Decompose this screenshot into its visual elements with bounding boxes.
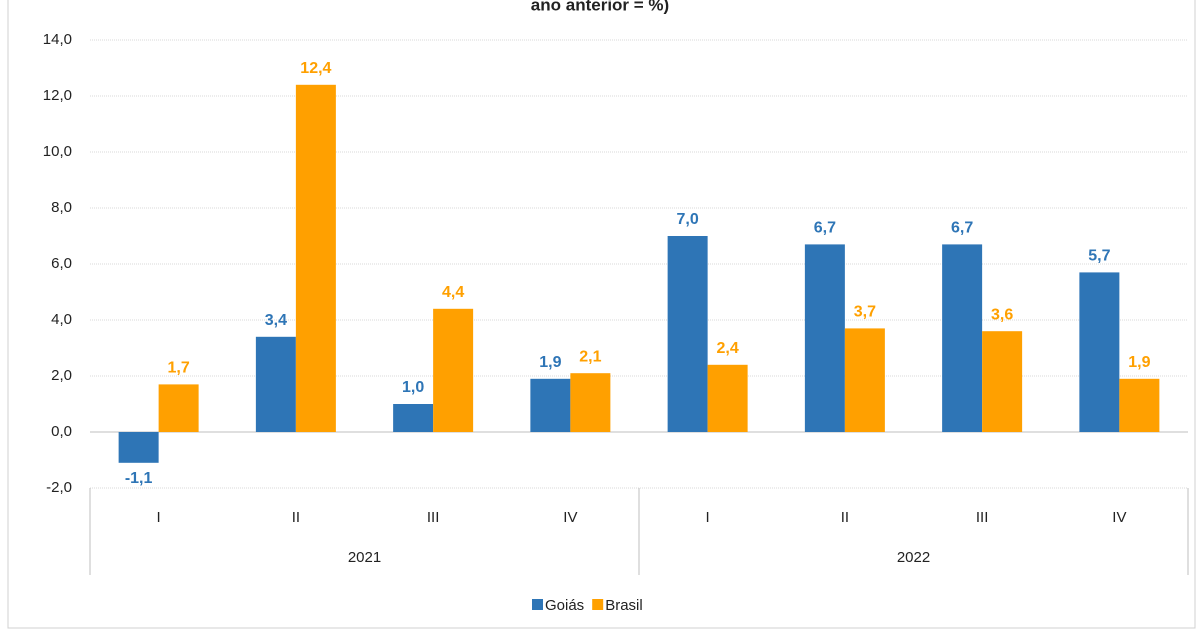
x-tick-label: I (157, 509, 161, 526)
x-tick-label: II (292, 509, 300, 526)
bar (393, 404, 434, 432)
chart-title: ano anterior = %) (531, 0, 669, 14)
y-tick-label: -2,0 (46, 479, 72, 496)
bar (118, 432, 159, 463)
value-label: 7,0 (677, 211, 699, 228)
x-tick-label: IV (1112, 509, 1126, 526)
bar (804, 244, 845, 432)
value-label: 6,7 (951, 220, 973, 237)
bar (255, 336, 296, 432)
y-tick-label: 0,0 (51, 423, 72, 440)
value-label: 3,6 (991, 306, 1013, 323)
y-tick-label: 2,0 (51, 367, 72, 384)
value-label: 12,4 (300, 60, 331, 77)
bar (570, 373, 611, 432)
bar (844, 328, 885, 432)
bar (942, 244, 983, 432)
legend-swatch (592, 599, 604, 610)
bar (667, 236, 708, 432)
x-tick-label: IV (563, 509, 577, 526)
bar (158, 384, 199, 432)
y-tick-label: 4,0 (51, 311, 72, 328)
y-tick-label: 12,0 (43, 87, 72, 104)
bar (707, 364, 748, 432)
value-label: 6,7 (814, 220, 836, 237)
value-label: 4,4 (442, 284, 464, 301)
value-label: 1,9 (1128, 354, 1150, 371)
x-tick-label: II (841, 509, 849, 526)
group-label: 2021 (348, 549, 381, 566)
value-label: 3,4 (265, 312, 287, 329)
x-tick-label: III (976, 509, 989, 526)
bar (1119, 378, 1160, 432)
value-label: 5,7 (1088, 248, 1110, 265)
y-tick-label: 14,0 (43, 31, 72, 48)
value-label: 3,7 (854, 304, 876, 321)
value-label: 2,4 (717, 340, 739, 357)
y-tick-label: 8,0 (51, 199, 72, 216)
bar (295, 84, 336, 433)
bar (433, 308, 474, 432)
y-tick-label: 6,0 (51, 255, 72, 272)
bar (982, 331, 1023, 432)
value-label: 1,7 (168, 360, 190, 377)
value-label: 2,1 (579, 348, 601, 365)
legend-label: Goiás (545, 597, 584, 614)
value-label: -1,1 (125, 470, 153, 487)
legend-swatch (532, 599, 543, 610)
chart-frame (7, 0, 1196, 629)
x-tick-label: III (427, 509, 440, 526)
bar (1079, 272, 1120, 432)
x-tick-label: I (706, 509, 710, 526)
group-label: 2022 (897, 549, 930, 566)
value-label: 1,9 (539, 354, 561, 371)
y-tick-label: 10,0 (43, 143, 72, 160)
bar (530, 378, 571, 432)
value-label: 1,0 (402, 379, 424, 396)
legend-label: Brasil (605, 597, 643, 614)
